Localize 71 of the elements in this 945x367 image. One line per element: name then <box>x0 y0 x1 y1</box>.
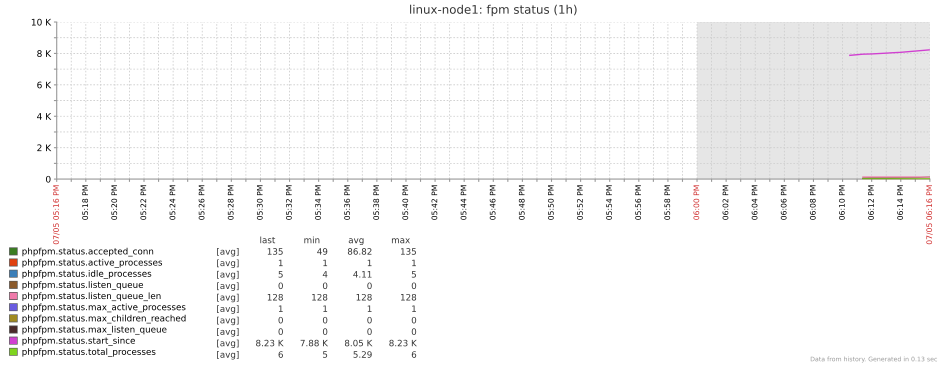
text: 0 <box>367 316 372 324</box>
text: 128 <box>312 294 328 301</box>
text: 128 <box>401 294 416 301</box>
text: 128 <box>356 294 372 301</box>
legend-label: phpfpm.status.start_since <box>22 337 135 346</box>
y-tick-label: 0 <box>46 176 51 183</box>
legend-label: phpfpm.status.listen_queue <box>22 281 144 290</box>
text: 1 <box>278 306 283 312</box>
text: 5 <box>323 351 328 358</box>
text: 0 <box>367 282 372 290</box>
text: [avg] <box>217 259 239 268</box>
y-tick-label: 8 K <box>37 50 52 57</box>
text: [avg] <box>217 316 239 326</box>
text: avg <box>348 238 364 246</box>
text: 86.82 <box>348 248 372 255</box>
text: 0 <box>412 282 416 290</box>
text: 0 <box>412 316 416 324</box>
text: 0 <box>322 328 328 335</box>
text: 1 <box>368 260 372 266</box>
legend-label: phpfpm.status.max_children_reached <box>22 314 186 324</box>
text: [avg] <box>217 248 239 256</box>
text: 49 <box>317 248 328 255</box>
text: 128 <box>268 294 283 301</box>
text: 8.05 K <box>344 340 373 346</box>
text: max <box>392 238 410 244</box>
text: 0 <box>278 328 283 335</box>
text: 5.29 <box>354 351 372 358</box>
y-tick-label: 6 K <box>37 82 52 88</box>
text: 6 <box>278 351 283 358</box>
text: 0 <box>412 328 416 335</box>
legend-label: phpfpm.status.total_processes <box>22 348 156 357</box>
text: 5 <box>412 271 416 278</box>
text: 4 <box>322 271 328 278</box>
legend-label: phpfpm.status.listen_queue_len <box>22 292 161 302</box>
text: 1 <box>278 260 283 266</box>
y-tick-label: 4 K <box>37 113 52 120</box>
legend-label: phpfpm.status.active_processes <box>22 258 162 268</box>
legend-label: phpfpm.status.idle_processes <box>22 270 152 279</box>
text: [avg] <box>217 282 239 291</box>
text: [avg] <box>217 270 239 280</box>
text: [avg] <box>217 294 239 302</box>
chart-title: linux-node1: fpm status (1h) <box>410 4 577 16</box>
text: 4.11 <box>353 271 372 278</box>
legend-label: phpfpm.status.max_active_processes <box>22 304 186 312</box>
text: 1 <box>368 306 372 312</box>
legend-label: phpfpm.status.max_listen_queue <box>22 326 166 335</box>
text: 1 <box>323 306 328 312</box>
text: 8.23 K <box>389 340 417 346</box>
y-tick-label: 10 K <box>32 18 52 26</box>
text: 1 <box>323 260 328 266</box>
text: 0 <box>322 282 328 290</box>
legend-label: phpfpm.status.accepted_conn <box>22 248 154 256</box>
text: 0 <box>278 282 283 290</box>
text: 6 <box>412 351 416 358</box>
text: [avg] <box>217 305 239 314</box>
text: min <box>304 236 320 244</box>
text: [avg] <box>217 351 239 360</box>
y-tick-label: 2 K <box>37 144 52 152</box>
text: 135 <box>268 248 283 255</box>
text: 5 <box>278 271 283 278</box>
text: 8.23 K <box>256 340 284 346</box>
text: last <box>260 236 276 244</box>
text: 1 <box>412 306 416 312</box>
text: 0 <box>367 328 372 335</box>
text: 7.88 K <box>300 340 328 346</box>
text: [avg] <box>217 340 239 348</box>
text: 1 <box>412 260 416 266</box>
text: [avg] <box>217 328 239 337</box>
text: 0 <box>322 316 328 324</box>
text: 0 <box>278 316 283 324</box>
text: 135 <box>401 248 416 255</box>
